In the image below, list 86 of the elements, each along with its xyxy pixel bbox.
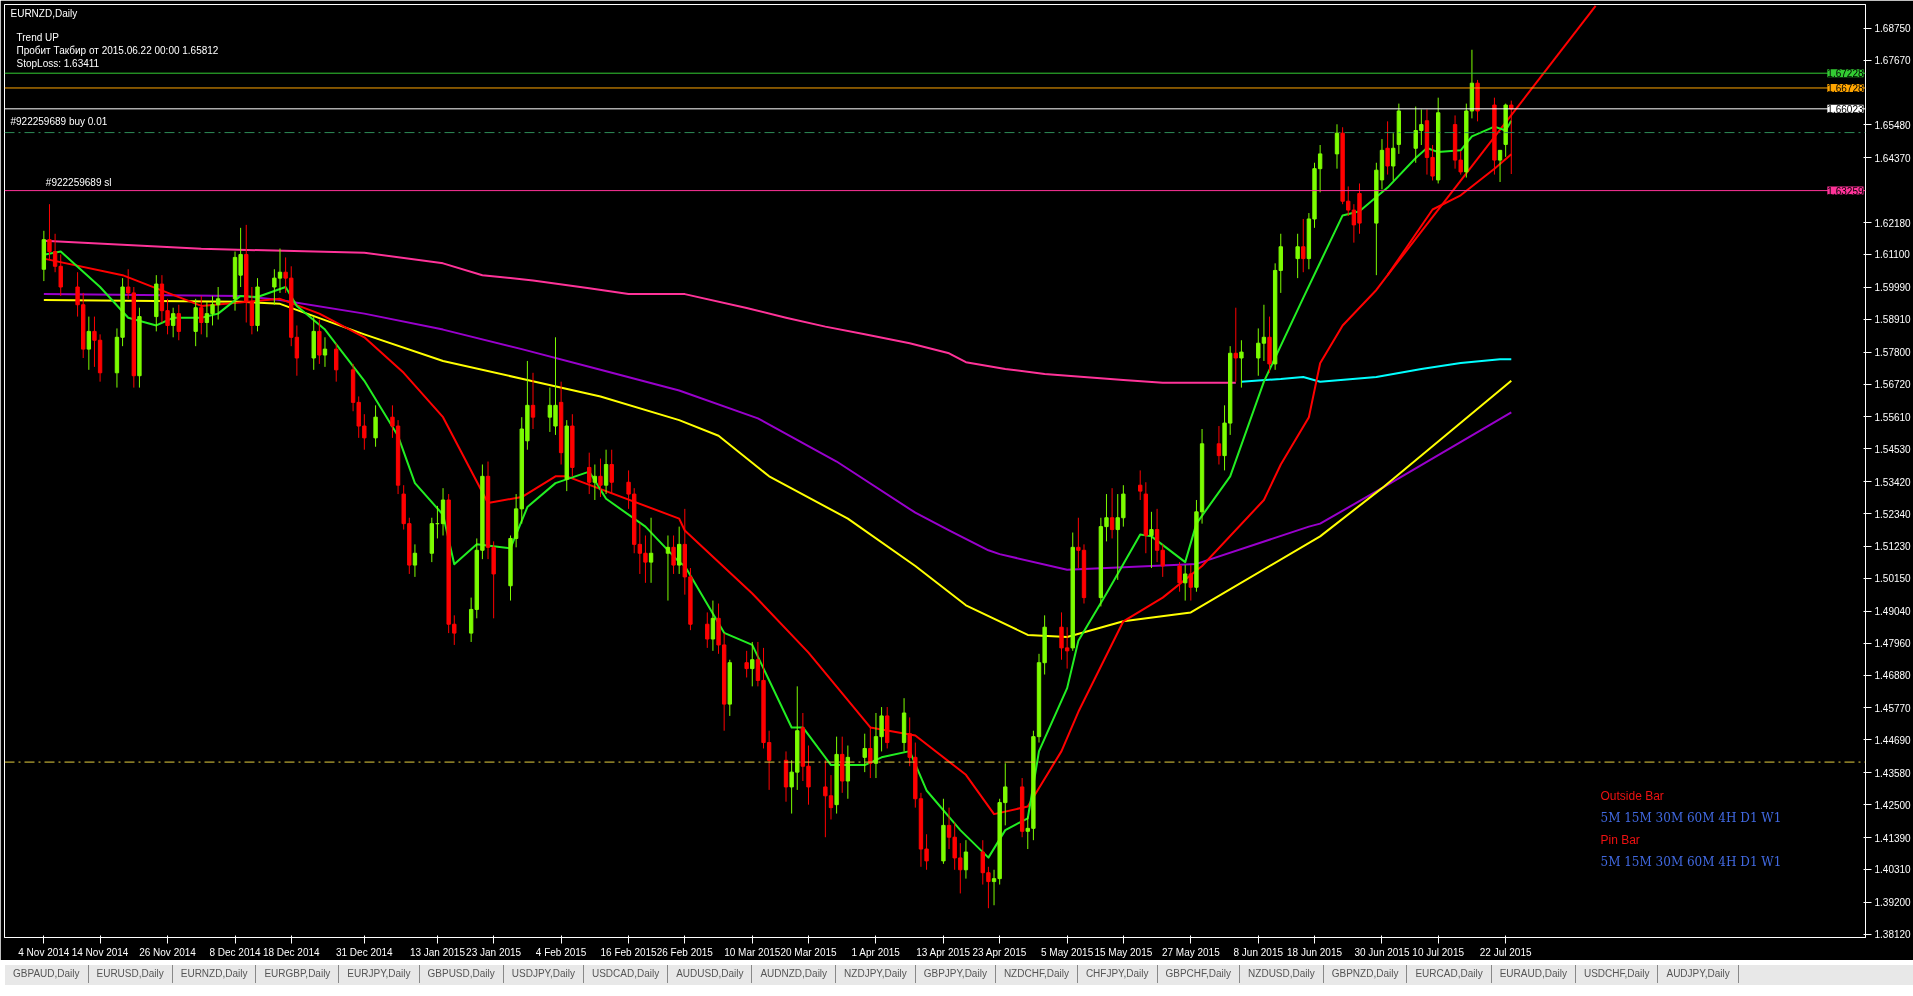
x-tick-label: 27 May 2015 xyxy=(1161,946,1221,958)
y-tick-label: 1.62180 xyxy=(1874,217,1912,229)
y-tick-label: 1.42500 xyxy=(1874,799,1912,811)
x-tick-label: 23 Jan 2015 xyxy=(466,946,522,958)
text: GBPCHF,Daily xyxy=(1157,965,1241,984)
text: EURUSD,Daily xyxy=(88,965,173,984)
x-tick-label: 4 Nov 2014 xyxy=(18,946,70,958)
x-tick-label: 8 Dec 2014 xyxy=(209,946,262,958)
x-tick-label: 31 Dec 2014 xyxy=(335,946,394,958)
y-tick-label: 1.53420 xyxy=(1874,476,1912,488)
text: NZDCHF,Daily xyxy=(995,965,1078,984)
x-tick-label: 18 Jun 2015 xyxy=(1286,946,1343,958)
ref-line-label: 1.66023 xyxy=(1827,103,1864,115)
x-tick-label: 13 Apr 2015 xyxy=(916,946,971,958)
y-tick-label: 1.58910 xyxy=(1874,314,1912,326)
y-tick-label: 1.39200 xyxy=(1874,897,1912,909)
text: AUDUSD,Daily xyxy=(668,965,753,984)
chart-title: EURNZD,Daily xyxy=(10,7,78,19)
x-tick-label: 16 Feb 2015 xyxy=(600,946,658,958)
ref-line-label: #922259689 buy 0.01 xyxy=(10,115,108,127)
text: EURGBP,Daily xyxy=(256,965,340,984)
y-tick-label: 1.40310 xyxy=(1874,864,1912,876)
x-tick-label: 30 Jun 2015 xyxy=(1354,946,1410,958)
y-tick-label: 1.44690 xyxy=(1874,734,1912,746)
text: AUDJPY,Daily xyxy=(1658,965,1739,984)
x-tick-label: 15 May 2015 xyxy=(1094,946,1153,958)
ref-line-label: 1.63259 xyxy=(1827,185,1864,197)
text: GBPJPY,Daily xyxy=(915,965,996,984)
text: EURAUD,Daily xyxy=(1491,965,1576,984)
text: USDCAD,Daily xyxy=(583,965,669,984)
annotation: StopLoss: 1.63411 xyxy=(16,57,100,69)
text: USDCHF,Daily xyxy=(1575,965,1659,984)
text: GBPUSD,Daily xyxy=(419,965,504,984)
y-tick-label: 1.59990 xyxy=(1874,282,1912,294)
x-tick-label: 22 Jul 2015 xyxy=(1479,946,1532,958)
y-tick-label: 1.68750 xyxy=(1874,23,1912,35)
y-tick-label: 1.55610 xyxy=(1874,411,1912,423)
x-tick-label: 10 Jul 2015 xyxy=(1412,946,1465,958)
annotation: Outside Bar xyxy=(1600,788,1664,803)
text: USDJPY,Daily xyxy=(503,965,584,984)
text: GBPNZD,Daily xyxy=(1323,965,1408,984)
y-tick-label: 1.45770 xyxy=(1874,702,1912,714)
annotation: 5M 15M 30M 60M 4H D1 W1 xyxy=(1600,854,1782,869)
y-tick-label: 1.52340 xyxy=(1874,508,1912,520)
y-tick-label: 1.54530 xyxy=(1874,443,1912,455)
annotation: 5M 15M 30M 60M 4H D1 W1 xyxy=(1600,810,1782,825)
ref-line-label: 1.67228 xyxy=(1827,68,1864,80)
text: NZDUSD,Daily xyxy=(1240,965,1324,984)
text: NZDJPY,Daily xyxy=(836,965,916,984)
y-tick-label: 1.64370 xyxy=(1874,152,1912,164)
y-tick-label: 1.65480 xyxy=(1874,119,1912,131)
y-tick-label: 1.50150 xyxy=(1874,573,1912,585)
text: EURJPY,Daily xyxy=(339,965,420,984)
text: AUDNZD,Daily xyxy=(752,965,837,984)
annotation: Pin Bar xyxy=(1600,832,1640,847)
y-tick-label: 1.51230 xyxy=(1874,541,1912,553)
x-tick-label: 10 Mar 2015 xyxy=(724,946,781,958)
x-tick-label: 20 Mar 2015 xyxy=(780,946,838,958)
y-tick-label: 1.47960 xyxy=(1874,638,1912,650)
y-tick-label: 1.56720 xyxy=(1874,379,1912,391)
y-tick-label: 1.49040 xyxy=(1874,606,1912,618)
x-tick-label: 14 Nov 2014 xyxy=(71,946,129,958)
x-tick-label: 4 Feb 2015 xyxy=(535,946,587,958)
text: GBPAUD,Daily xyxy=(5,965,89,984)
y-tick-label: 1.57800 xyxy=(1874,347,1912,359)
x-tick-label: 5 May 2015 xyxy=(1041,946,1094,958)
x-tick-label: 23 Apr 2015 xyxy=(972,946,1027,958)
x-tick-label: 8 Jun 2015 xyxy=(1233,946,1284,958)
y-tick-label: 1.41390 xyxy=(1874,832,1912,844)
y-tick-label: 1.46880 xyxy=(1874,670,1912,682)
y-tick-label: 1.43580 xyxy=(1874,767,1912,779)
text: EURNZD,Daily xyxy=(172,965,257,984)
y-tick-label: 1.61100 xyxy=(1874,249,1911,261)
x-tick-label: 26 Feb 2015 xyxy=(656,946,714,958)
annotation: #922259689 sl xyxy=(45,176,112,188)
y-tick-label: 1.38120 xyxy=(1874,929,1912,941)
x-tick-label: 13 Jan 2015 xyxy=(409,946,466,958)
x-tick-label: 26 Nov 2014 xyxy=(139,946,197,958)
x-tick-label: 18 Dec 2014 xyxy=(262,946,321,958)
text: CHFJPY,Daily xyxy=(1077,965,1158,984)
ref-line-label: 1.66728 xyxy=(1827,82,1864,94)
annotation: Trend UP xyxy=(16,31,60,43)
text: EURCAD,Daily xyxy=(1407,965,1492,984)
x-tick-label: 1 Apr 2015 xyxy=(851,946,901,958)
annotation: Пробит Такбир от 2015.06.22 00:00 1.65812 xyxy=(16,44,219,56)
y-tick-label: 1.67670 xyxy=(1874,55,1912,67)
